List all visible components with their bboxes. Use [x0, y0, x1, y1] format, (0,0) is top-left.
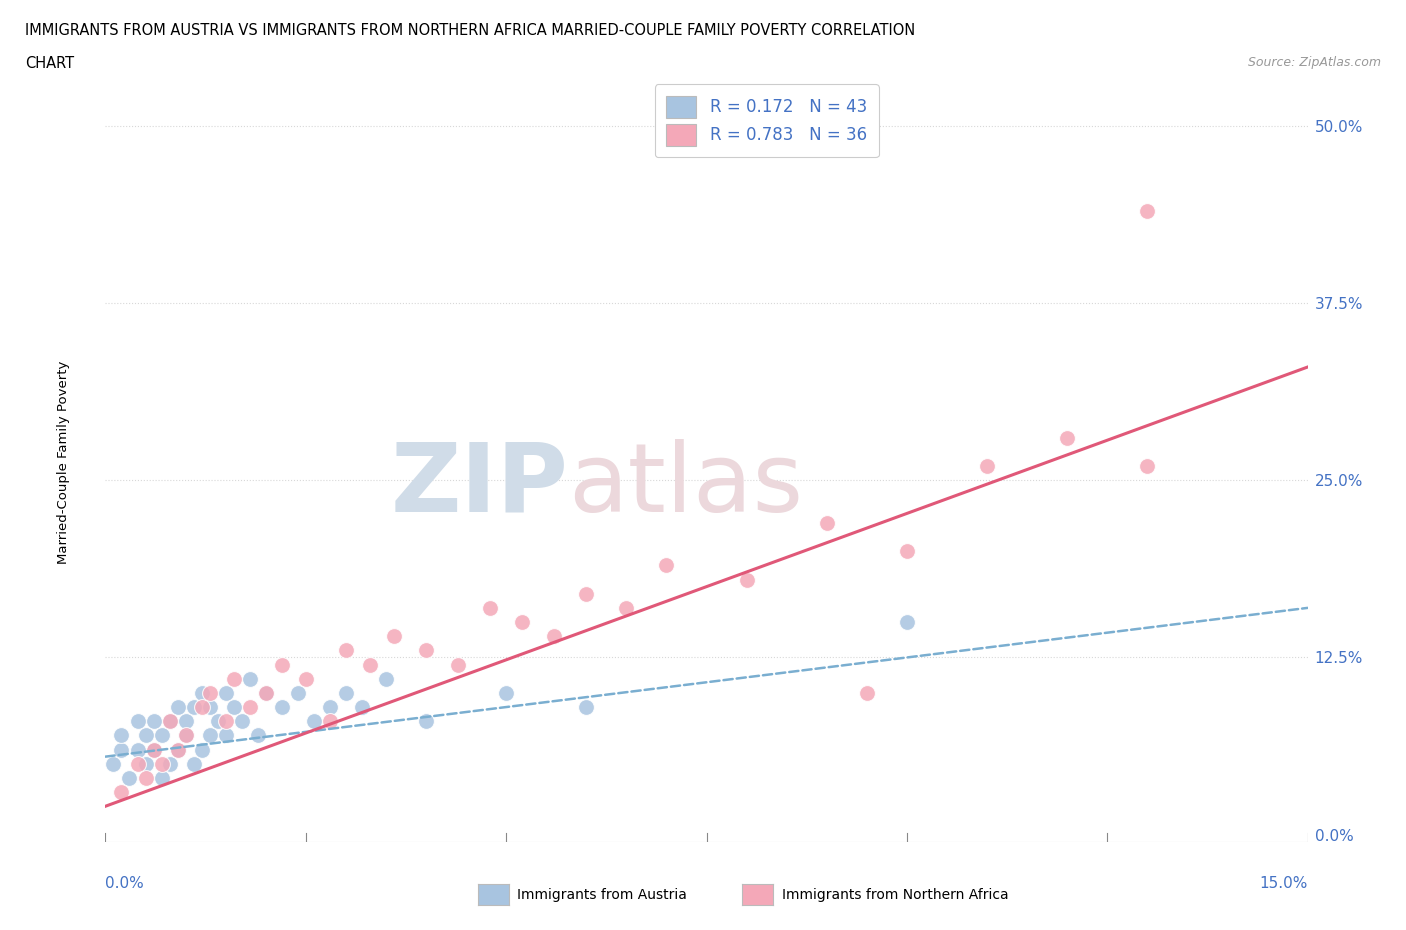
- Text: 0.0%: 0.0%: [105, 876, 145, 891]
- Point: [575, 586, 598, 601]
- Point: [976, 458, 998, 473]
- Point: [198, 728, 221, 743]
- Point: [174, 728, 197, 743]
- Point: [239, 671, 262, 686]
- Text: Married-Couple Family Poverty: Married-Couple Family Poverty: [56, 361, 70, 565]
- Point: [142, 714, 165, 729]
- Point: [127, 714, 149, 729]
- Point: [896, 615, 918, 630]
- Point: [382, 629, 405, 644]
- Point: [815, 515, 838, 530]
- Point: [415, 643, 437, 658]
- Point: [159, 756, 181, 771]
- Point: [735, 572, 758, 587]
- Point: [254, 685, 277, 700]
- Point: [110, 785, 132, 800]
- Point: [231, 714, 253, 729]
- Point: [103, 756, 125, 771]
- Point: [222, 699, 245, 714]
- Point: [350, 699, 373, 714]
- Point: [214, 714, 236, 729]
- Text: Source: ZipAtlas.com: Source: ZipAtlas.com: [1247, 56, 1381, 69]
- Point: [359, 658, 381, 672]
- Point: [174, 728, 197, 743]
- Point: [295, 671, 318, 686]
- Point: [135, 728, 157, 743]
- Point: [166, 742, 188, 757]
- Text: atlas: atlas: [568, 439, 803, 532]
- Point: [270, 658, 292, 672]
- Point: [287, 685, 309, 700]
- Point: [190, 742, 212, 757]
- Text: IMMIGRANTS FROM AUSTRIA VS IMMIGRANTS FROM NORTHERN AFRICA MARRIED-COUPLE FAMILY: IMMIGRANTS FROM AUSTRIA VS IMMIGRANTS FR…: [25, 23, 915, 38]
- Point: [150, 728, 173, 743]
- Point: [166, 699, 188, 714]
- Legend: R = 0.172   N = 43, R = 0.783   N = 36: R = 0.172 N = 43, R = 0.783 N = 36: [655, 85, 879, 157]
- Point: [127, 742, 149, 757]
- Point: [319, 699, 342, 714]
- Point: [896, 544, 918, 559]
- Point: [855, 685, 877, 700]
- Point: [207, 714, 229, 729]
- Point: [510, 615, 533, 630]
- Point: [198, 699, 221, 714]
- Point: [183, 699, 205, 714]
- Point: [110, 742, 132, 757]
- Point: [159, 714, 181, 729]
- Point: [110, 728, 132, 743]
- Point: [319, 714, 342, 729]
- Point: [335, 685, 357, 700]
- Point: [374, 671, 398, 686]
- Point: [174, 714, 197, 729]
- Point: [616, 601, 638, 616]
- Text: 15.0%: 15.0%: [1260, 876, 1308, 891]
- Point: [575, 699, 598, 714]
- Point: [135, 756, 157, 771]
- Point: [118, 770, 141, 785]
- Point: [415, 714, 437, 729]
- Point: [142, 742, 165, 757]
- Text: Immigrants from Austria: Immigrants from Austria: [517, 887, 688, 902]
- Point: [655, 558, 678, 573]
- Point: [239, 699, 262, 714]
- Point: [190, 685, 212, 700]
- Point: [183, 756, 205, 771]
- Point: [190, 699, 212, 714]
- Point: [142, 742, 165, 757]
- Point: [1136, 458, 1159, 473]
- Point: [159, 714, 181, 729]
- Point: [495, 685, 517, 700]
- Point: [222, 671, 245, 686]
- Point: [479, 601, 502, 616]
- Point: [335, 643, 357, 658]
- Point: [1136, 204, 1159, 219]
- Point: [1056, 431, 1078, 445]
- Point: [150, 756, 173, 771]
- Point: [150, 770, 173, 785]
- Text: Immigrants from Northern Africa: Immigrants from Northern Africa: [782, 887, 1008, 902]
- Point: [214, 685, 236, 700]
- Text: CHART: CHART: [25, 56, 75, 71]
- Point: [214, 728, 236, 743]
- Point: [246, 728, 269, 743]
- Point: [198, 685, 221, 700]
- Point: [254, 685, 277, 700]
- Point: [543, 629, 565, 644]
- Point: [166, 742, 188, 757]
- Text: ZIP: ZIP: [391, 439, 568, 532]
- Point: [135, 770, 157, 785]
- Point: [302, 714, 325, 729]
- Point: [447, 658, 470, 672]
- Point: [127, 756, 149, 771]
- Point: [270, 699, 292, 714]
